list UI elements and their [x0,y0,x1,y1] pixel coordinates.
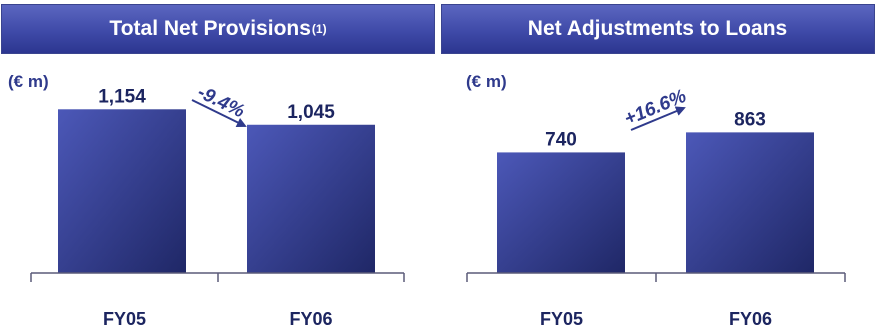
bar-chart: 740 FY05 863 FY06 +16.6% [466,86,846,329]
bar-value-label: 1,154 [98,86,146,107]
chart-header: Total Net Provisions (1) [1,4,435,54]
bar-value-label: 863 [734,109,766,130]
chart-title: Net Adjustments to Loans [527,17,788,40]
x-tick-label: FY06 [729,309,772,329]
bar-fy06 [686,132,814,273]
x-tick-label: FY05 [103,309,146,329]
x-tick-label: FY06 [289,309,332,329]
unit-label: (€ m) [466,72,507,91]
x-tick-label: FY05 [540,309,583,329]
change-arrow [191,99,247,127]
bar-fy05 [497,152,625,273]
chart-panel-net-adjustments: Net Adjustments to Loans (€ m) 740 FY05 86… [440,0,877,333]
chart-header: Net Adjustments to Loans [441,4,875,54]
change-percent-label: -9.4% [194,82,248,123]
change-percent-label: +16.6% [621,86,689,130]
bar-value-label: 1,045 [287,102,335,123]
unit-label: (€ m) [8,72,49,91]
chart-panel-total-net-provisions: Total Net Provisions (1) (€ m) 1,154 FY05 1… [0,0,437,333]
change-arrow [630,106,686,131]
bar-chart: 1,154 FY05 1,045 FY06 -9.4% [30,82,405,329]
footnote-marker: (1) [311,22,327,36]
bar-fy06 [247,124,375,273]
bar-fy05 [58,109,186,273]
bar-value-label: 740 [545,129,577,150]
chart-title: Total Net Provisions [109,17,311,40]
